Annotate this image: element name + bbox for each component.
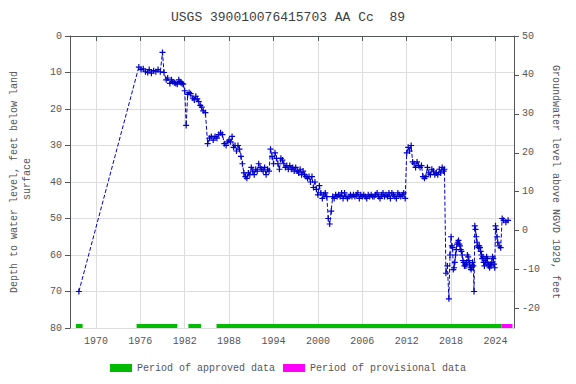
svg-text:1970: 1970 (84, 336, 108, 347)
svg-text:1976: 1976 (128, 336, 152, 347)
svg-text:50: 50 (50, 213, 62, 224)
svg-text:0: 0 (522, 225, 528, 236)
svg-text:Period of approved data: Period of approved data (137, 363, 275, 374)
svg-text:80: 80 (50, 323, 62, 334)
svg-text:Period of provisional data: Period of provisional data (310, 363, 466, 374)
svg-text:50: 50 (522, 31, 534, 42)
svg-text:Groundwater level above NGVD 1: Groundwater level above NGVD 1929, feet (550, 65, 561, 299)
svg-text:10: 10 (50, 67, 62, 78)
svg-text:40: 40 (50, 177, 62, 188)
svg-text:30: 30 (522, 108, 534, 119)
svg-text:20: 20 (50, 104, 62, 115)
svg-text:30: 30 (50, 140, 62, 151)
svg-text:-10: -10 (522, 264, 540, 275)
svg-text:20: 20 (522, 147, 534, 158)
svg-text:0: 0 (56, 31, 62, 42)
svg-text:2012: 2012 (395, 336, 419, 347)
svg-text:USGS 390010076415703 AA Cc 89: USGS 390010076415703 AA Cc 89 (171, 10, 405, 25)
svg-text:70: 70 (50, 286, 62, 297)
svg-text:40: 40 (522, 69, 534, 80)
svg-text:10: 10 (522, 186, 534, 197)
svg-text:2000: 2000 (306, 336, 330, 347)
svg-text:60: 60 (50, 250, 62, 261)
svg-text:surface: surface (22, 158, 33, 206)
svg-text:-20: -20 (522, 303, 540, 314)
svg-text:1994: 1994 (261, 336, 285, 347)
svg-text:2024: 2024 (483, 336, 507, 347)
svg-text:2006: 2006 (350, 336, 374, 347)
svg-text:2018: 2018 (439, 336, 463, 347)
svg-text:1988: 1988 (217, 336, 241, 347)
svg-text:1982: 1982 (173, 336, 197, 347)
svg-text:Depth to water level, feet bel: Depth to water level, feet below land (9, 71, 20, 293)
